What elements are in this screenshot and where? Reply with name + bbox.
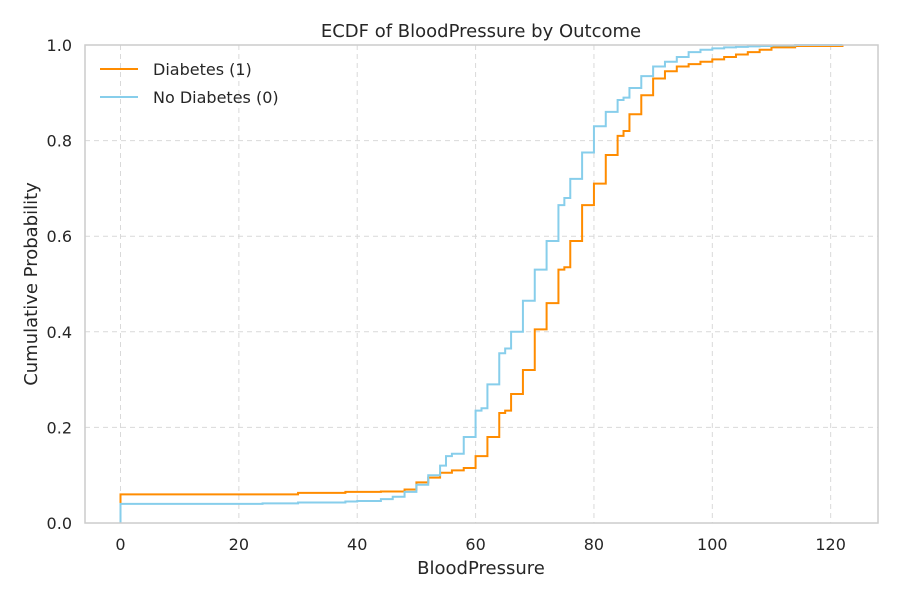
y-tick-label: 0.4 — [47, 323, 72, 342]
ecdf-line-series-2 — [119, 44, 843, 523]
y-tick-label: 1.0 — [47, 36, 72, 55]
series-layer — [119, 44, 844, 523]
y-tick-label: 0.2 — [47, 418, 72, 437]
chart-title: ECDF of BloodPressure by Outcome — [321, 21, 641, 42]
x-tick-label: 0 — [115, 535, 125, 554]
x-axis-ticks: 0 20 40 60 80 100 120 — [115, 535, 846, 554]
y-tick-label: 0.6 — [47, 227, 72, 246]
y-tick-label: 0.0 — [47, 514, 72, 533]
x-tick-label: 80 — [584, 535, 604, 554]
legend: Diabetes (1) No Diabetes (0) — [100, 60, 279, 107]
grid — [85, 44, 878, 524]
ecdf-line-series-1 — [119, 44, 844, 523]
legend-label: No Diabetes (0) — [153, 88, 279, 107]
x-tick-label: 100 — [697, 535, 728, 554]
y-axis-ticks: 0.0 0.2 0.4 0.6 0.8 1.0 — [47, 36, 72, 533]
plot-frame — [84, 44, 879, 524]
legend-label: Diabetes (1) — [153, 60, 252, 79]
x-tick-label: 20 — [229, 535, 249, 554]
x-tick-label: 120 — [815, 535, 846, 554]
x-axis-title: BloodPressure — [417, 558, 545, 579]
y-axis-title: Cumulative Probability — [21, 182, 42, 386]
y-tick-label: 0.8 — [47, 132, 72, 151]
x-tick-label: 60 — [465, 535, 485, 554]
x-tick-label: 40 — [347, 535, 367, 554]
